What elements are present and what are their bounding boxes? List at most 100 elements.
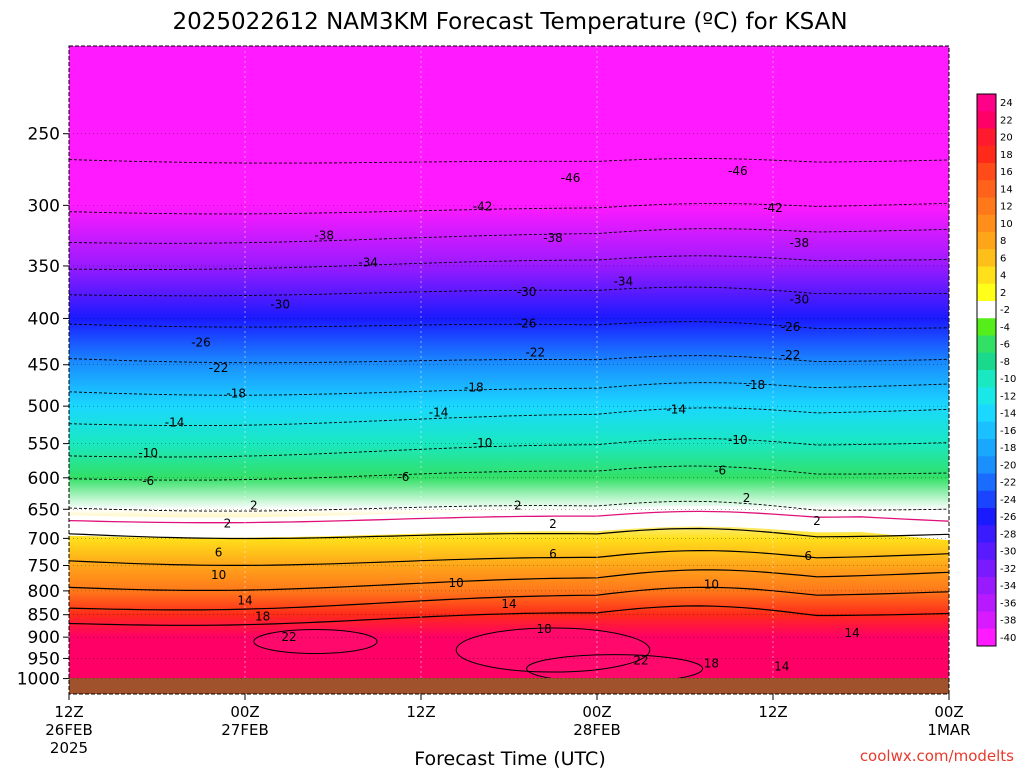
isotherm-line [69,438,949,458]
isotherm-line [69,382,949,396]
contour-label: -42 [473,200,493,214]
isotherm-line [69,321,949,330]
x-tick-label: 12Z [758,703,787,721]
colorbar-swatch [977,249,996,267]
freezing-band [69,506,949,541]
contour-label: -22 [781,348,801,362]
colorbar-label: 20 [1000,133,1013,144]
contour-label: -30 [517,285,537,299]
isotherm-line [69,465,949,481]
contour-label: 2 [224,517,232,531]
colorbar-swatch [977,197,996,216]
colorbar-swatch [977,266,996,285]
temperature-bands [69,506,949,541]
contour-label: 10 [704,577,719,591]
colorbar-swatch [977,473,996,492]
colorbar-frame [976,93,997,647]
contour-label: 2 [813,514,821,528]
colorbar-label: -34 [1000,581,1016,592]
isotherm-line [69,569,949,591]
contour-label: 14 [774,660,789,674]
x-tick-label: 12Z [406,703,435,721]
colorbar-label: -14 [1000,409,1016,420]
colorbar-swatch [977,439,996,457]
colorbar-label: -24 [1000,495,1016,506]
y-tick-label: 500 [28,397,60,417]
contour-label: 18 [704,656,719,670]
y-tick-label: 950 [28,649,60,669]
contour-label: -38 [790,236,810,250]
colorbar-swatch [977,387,996,405]
contour-label: -14 [429,405,449,419]
colorbar-label: -18 [1000,443,1016,454]
contour-label: -10 [728,433,748,447]
colorbar-swatch [977,628,996,647]
x-tick-label: 00Z [934,703,963,721]
colorbar-label: -36 [1000,598,1016,609]
ground-surface [69,678,949,694]
colorbar-swatch [977,577,996,595]
colorbar-label: 10 [1000,219,1013,230]
colorbar-label: -22 [1000,478,1016,489]
colorbar-label: -40 [1000,633,1016,644]
contour-label: -22 [526,345,546,359]
contour-label: -6 [397,470,409,484]
x-tick-label: 12Z [54,703,83,721]
contour-label: 14 [845,626,860,640]
colorbar-swatch [977,542,996,561]
colorbar-label: 8 [1000,236,1006,247]
contour-label: -22 [209,361,229,375]
colorbar-label: -28 [1000,529,1016,540]
contour-label: 6 [215,546,223,560]
contour-label: -30 [790,292,810,306]
y-tick-label: 450 [28,356,60,376]
colorbar-swatch [977,111,996,129]
isotherm-line [69,407,949,427]
colorbar-swatch [977,94,996,112]
contour-label: -46 [561,171,581,185]
y-tick-label: 600 [28,469,60,489]
contour-label: 6 [549,547,557,561]
colorbar-label: -2 [1000,305,1010,316]
colorbar-label: 24 [1000,98,1013,109]
colorbar-label: 22 [1000,115,1013,126]
colorbar-label: -8 [1000,357,1010,368]
contour-label: 22 [281,630,296,644]
contour-label: -18 [746,378,766,392]
colorbar-swatch [977,404,996,423]
colorbar-swatch [977,214,996,233]
isotherm-line [69,202,949,215]
isotherm-line [69,500,949,512]
colorbar-swatch [977,352,996,371]
warm-cell [253,629,377,654]
contour-label: 14 [237,594,252,608]
y-tick-label: 700 [28,529,60,549]
isotherm-line [69,527,949,540]
warm-cell-outline [526,654,704,678]
contour-label: -38 [314,229,334,243]
y-tick-label: 350 [28,257,60,277]
colorbar-label: 12 [1000,202,1013,213]
y-tick-label: 250 [28,125,60,145]
colorbar-swatch [977,335,996,354]
colorbar-label: -20 [1000,460,1016,471]
y-tick-label: 850 [28,606,60,626]
colorbar-label: -6 [1000,340,1010,351]
plot-frame [68,45,950,695]
warm-core-cells [253,628,703,678]
contour-label: -14 [165,415,185,429]
contour-label: -18 [464,381,484,395]
colorbar-swatch [977,611,996,630]
y-tick-label: 650 [28,500,60,520]
x-tick-label: 00Z [230,703,259,721]
contour-label: 2 [743,491,751,505]
colorbar-label: 4 [1000,271,1006,282]
x-tick-label: 2025 [50,739,88,757]
chart-title: 2025022612 NAM3KM Forecast Temperature (… [172,9,847,35]
colorbar-swatch [977,594,996,612]
contour-labels: -46 -46 -42 -42 -38 -38 -38 -34 -34 -30 -30 -30 -26 -… [138,164,859,673]
x-tick-label: 27FEB [221,721,268,739]
y-tick-label: 750 [28,557,60,577]
